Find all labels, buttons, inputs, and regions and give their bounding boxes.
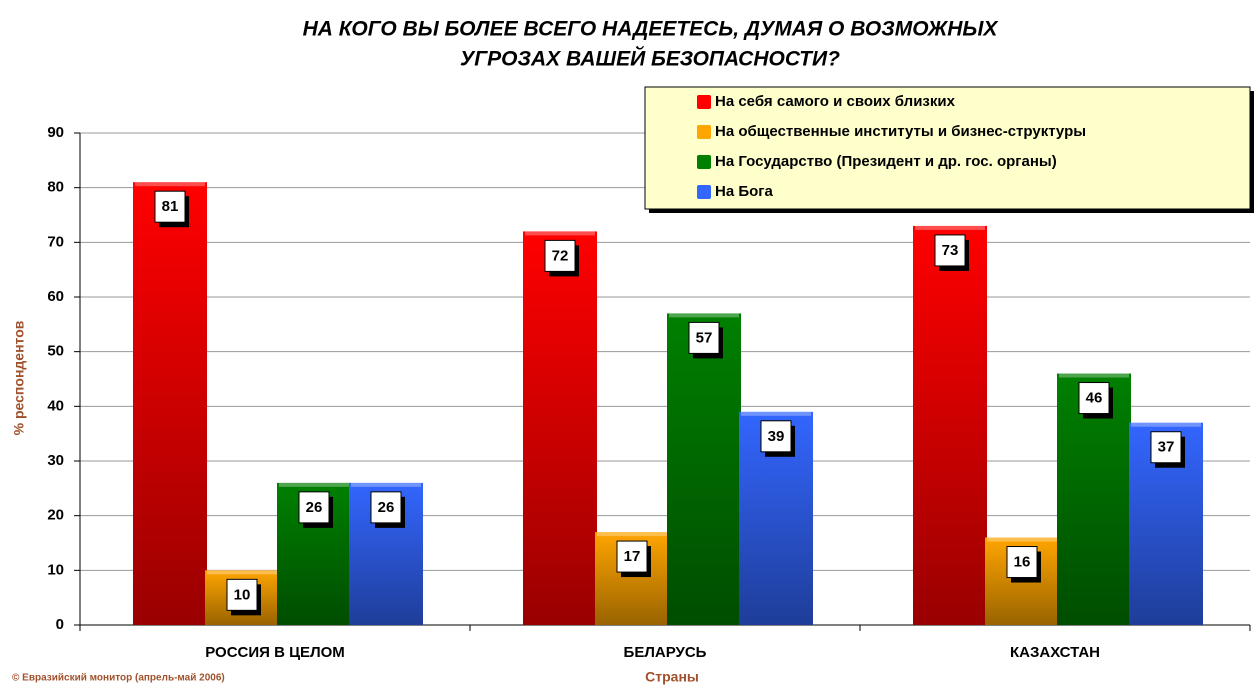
label-box xyxy=(544,239,576,272)
bar-shade xyxy=(523,231,597,625)
label-box xyxy=(616,540,648,573)
bar-highlight xyxy=(351,482,421,487)
legend-label: На общественные институты и бизнес-струк… xyxy=(715,123,1086,140)
label-box xyxy=(298,491,330,524)
bar-highlight xyxy=(915,225,985,230)
label-box xyxy=(1150,431,1182,464)
data-label: 39 xyxy=(768,428,785,445)
data-label: 10 xyxy=(234,586,251,603)
label-box xyxy=(1006,546,1038,579)
bar-shade xyxy=(133,182,207,625)
label-box xyxy=(154,190,186,223)
data-label: 81 xyxy=(162,198,179,215)
data-label: 16 xyxy=(1014,554,1031,571)
bar-highlight xyxy=(597,532,667,537)
y-tick-label: 80 xyxy=(47,179,64,196)
y-tick-label: 40 xyxy=(47,397,64,414)
source: © Евразийский монитор (апрель-май 2006) xyxy=(12,673,225,684)
x-tick-label: БЕЛАРУСЬ xyxy=(624,644,707,661)
label-box xyxy=(370,491,402,524)
bar-highlight xyxy=(135,182,205,187)
legend-label: На Государство (Президент и др. гос. орг… xyxy=(715,153,1057,170)
label-box xyxy=(934,234,966,267)
y-tick-label: 30 xyxy=(47,452,64,469)
bar-highlight xyxy=(1059,373,1129,378)
x-axis-label: Страны xyxy=(645,669,699,685)
bar-highlight xyxy=(207,570,277,575)
data-label: 46 xyxy=(1086,390,1103,407)
y-axis-label: % респондентов xyxy=(11,320,27,435)
bar-highlight xyxy=(669,313,739,318)
data-label: 26 xyxy=(378,499,395,516)
label-box xyxy=(226,578,258,611)
bar-highlight xyxy=(987,537,1057,542)
bar-highlight xyxy=(279,482,349,487)
bar-shade xyxy=(913,225,987,625)
bar-highlight xyxy=(741,411,811,416)
y-tick-label: 20 xyxy=(47,507,64,524)
label-box xyxy=(760,420,792,453)
x-tick-label: РОССИЯ В ЦЕЛОМ xyxy=(205,644,345,661)
legend-swatch xyxy=(697,125,711,139)
y-tick-label: 10 xyxy=(47,561,64,578)
legend-swatch xyxy=(697,95,711,109)
data-label: 72 xyxy=(552,247,569,264)
legend-swatch xyxy=(697,155,711,169)
data-label: 17 xyxy=(624,548,641,565)
y-tick-label: 90 xyxy=(47,124,64,141)
label-box xyxy=(688,321,720,354)
y-tick-label: 70 xyxy=(47,233,64,250)
y-tick-label: 0 xyxy=(56,616,64,633)
legend-swatch xyxy=(697,185,711,199)
label-box xyxy=(1078,382,1110,415)
data-label: 37 xyxy=(1158,439,1175,456)
data-label: 73 xyxy=(942,242,959,259)
y-tick-label: 60 xyxy=(47,288,64,305)
legend-label: На себя самого и своих близких xyxy=(715,93,956,110)
chart-subtitle: УГРОЗАХ ВАШЕЙ БЕЗОПАСНОСТИ? xyxy=(460,47,840,71)
bar-shade xyxy=(667,313,741,625)
data-label: 57 xyxy=(696,329,713,346)
chart-title: НА КОГО ВЫ БОЛЕЕ ВСЕГО НАДЕЕТЕСЬ, ДУМАЯ … xyxy=(303,18,1000,41)
bar-highlight xyxy=(1131,422,1201,427)
x-tick-label: КАЗАХСТАН xyxy=(1010,644,1100,661)
legend xyxy=(644,86,1251,210)
legend-label: На Бога xyxy=(715,183,774,200)
y-tick-label: 50 xyxy=(47,343,64,360)
data-label: 26 xyxy=(306,499,323,516)
bar-highlight xyxy=(525,231,595,236)
